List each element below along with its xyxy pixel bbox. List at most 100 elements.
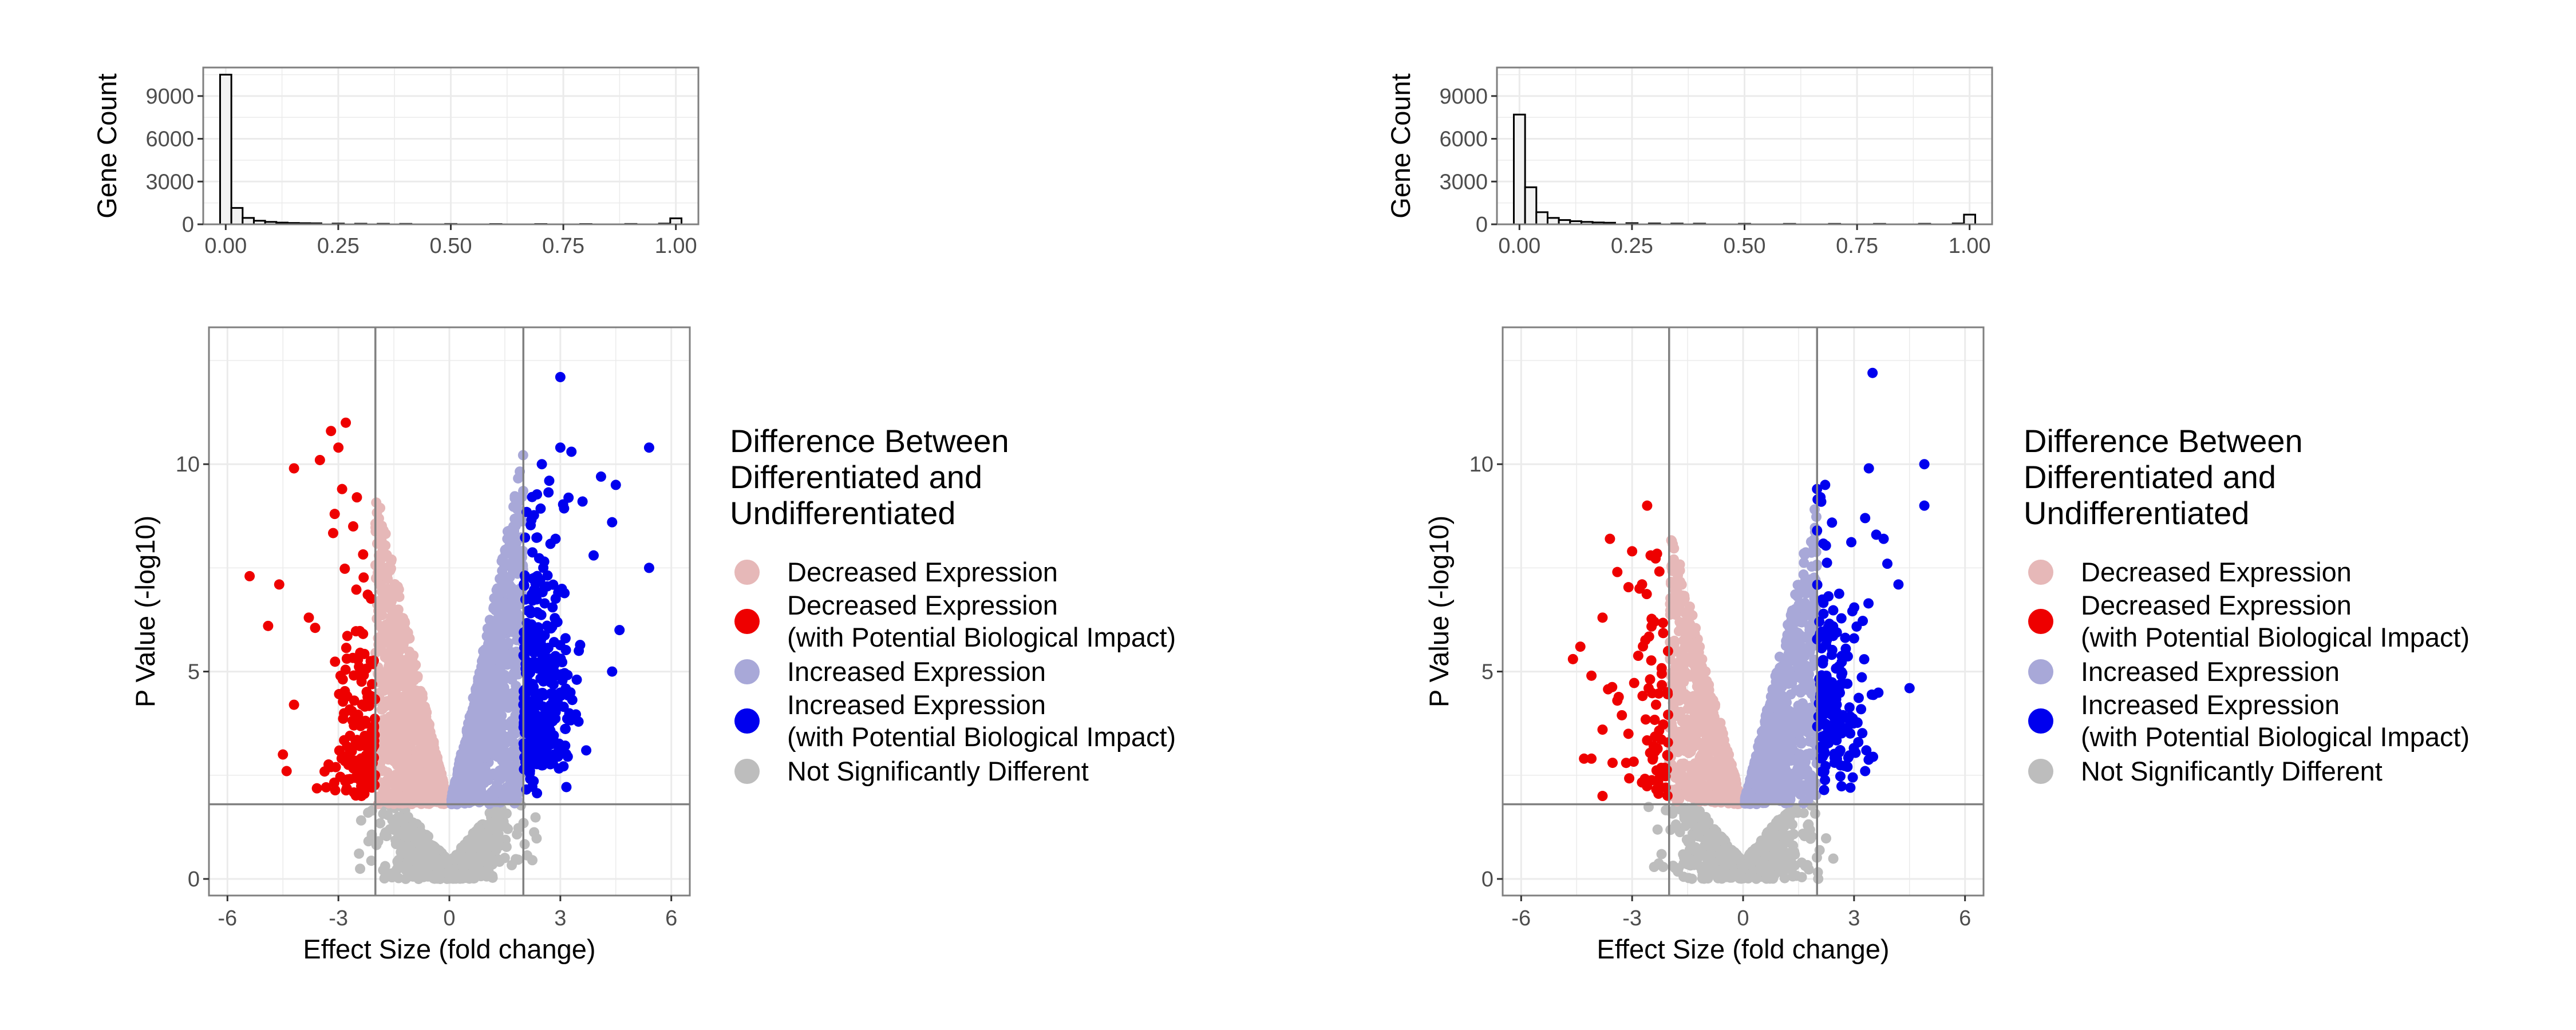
point-increased-impact xyxy=(519,651,530,662)
point-decreased-impact xyxy=(289,699,299,710)
point-increased-impact xyxy=(520,594,531,605)
point-decreased-impact xyxy=(351,584,362,595)
x-tick-label: 0.25 xyxy=(317,234,359,258)
point-increased-impact xyxy=(530,736,541,747)
point-decreased xyxy=(429,759,440,770)
x-tick-label: 6 xyxy=(665,906,677,930)
point-decreased xyxy=(1705,790,1716,801)
point-decreased xyxy=(379,647,390,658)
point-increased xyxy=(461,724,472,735)
point-decreased xyxy=(388,607,398,618)
point-increased xyxy=(510,559,521,570)
point-decreased xyxy=(430,749,441,760)
point-decreased xyxy=(429,767,440,778)
point-not-significant xyxy=(440,854,451,865)
point-increased-impact xyxy=(581,745,592,756)
point-decreased xyxy=(437,781,448,791)
point-not-significant xyxy=(1828,853,1839,864)
point-decreased xyxy=(372,613,382,624)
point-decreased xyxy=(390,686,401,696)
point-decreased-impact xyxy=(321,782,331,793)
point-not-significant xyxy=(529,827,540,838)
point-increased xyxy=(477,727,488,738)
point-decreased xyxy=(1685,746,1696,757)
point-decreased-impact xyxy=(244,571,255,581)
point-increased-impact xyxy=(563,690,574,701)
point-increased-impact xyxy=(527,679,538,690)
point-not-significant xyxy=(1820,833,1831,844)
point-decreased xyxy=(1686,778,1697,789)
point-not-significant xyxy=(385,824,396,835)
point-increased-impact xyxy=(538,760,548,771)
point-decreased xyxy=(402,772,413,783)
point-increased-impact xyxy=(566,446,577,457)
point-increased xyxy=(493,694,504,704)
point-decreased xyxy=(1680,667,1691,678)
point-decreased-impact xyxy=(329,509,340,520)
histogram-bar xyxy=(1512,113,1526,225)
point-decreased xyxy=(1684,601,1695,612)
x-tick-label: 0.00 xyxy=(204,234,247,258)
point-increased xyxy=(493,715,504,726)
point-decreased-impact xyxy=(339,751,350,762)
point-increased xyxy=(511,680,521,691)
point-not-significant xyxy=(380,861,390,871)
point-not-significant xyxy=(1809,808,1820,819)
point-decreased xyxy=(1698,727,1709,738)
point-not-significant xyxy=(401,822,412,833)
point-increased-impact xyxy=(525,667,536,678)
point-not-significant xyxy=(1813,873,1824,884)
point-decreased-impact xyxy=(327,528,338,538)
point-not-significant xyxy=(1669,862,1680,873)
point-decreased xyxy=(373,668,384,679)
point-not-significant xyxy=(1796,871,1807,882)
point-not-significant xyxy=(366,855,377,866)
point-increased-impact xyxy=(550,700,560,711)
point-not-significant xyxy=(1714,867,1725,878)
point-increased-impact xyxy=(520,532,531,543)
point-decreased xyxy=(1695,690,1706,701)
point-increased-impact xyxy=(540,645,551,656)
point-decreased xyxy=(400,791,411,802)
point-increased-impact xyxy=(519,642,530,653)
point-decreased-impact xyxy=(333,442,344,453)
point-decreased-impact xyxy=(341,417,351,428)
point-increased-impact xyxy=(577,496,588,507)
point-decreased-impact xyxy=(351,492,362,503)
point-not-significant xyxy=(1652,824,1663,835)
legend-title-line: Difference Between xyxy=(730,423,1009,459)
point-increased-impact xyxy=(545,759,556,770)
point-decreased-impact xyxy=(350,772,361,783)
y-tick-label: 5 xyxy=(188,660,200,684)
histogram-bar xyxy=(242,217,255,225)
point-decreased xyxy=(1717,771,1728,782)
point-increased xyxy=(484,615,495,625)
point-increased-impact xyxy=(547,653,558,664)
point-increased-impact xyxy=(538,562,549,573)
x-tick-label: 0.75 xyxy=(1836,234,1878,258)
y-tick-label: 10 xyxy=(176,453,200,477)
point-not-significant xyxy=(511,854,521,865)
legend-label: Increased Expression xyxy=(787,656,1046,687)
point-decreased xyxy=(383,561,394,572)
point-decreased xyxy=(379,551,390,562)
point-increased xyxy=(497,565,508,576)
point-increased xyxy=(488,602,499,613)
point-increased-impact xyxy=(607,666,618,677)
point-decreased-impact xyxy=(330,656,341,667)
point-increased-impact xyxy=(542,570,553,581)
point-decreased xyxy=(406,735,417,746)
point-decreased xyxy=(1691,711,1702,722)
point-not-significant xyxy=(459,852,470,863)
point-not-significant xyxy=(416,826,426,837)
point-decreased-impact xyxy=(342,741,353,752)
legend-label: Decreased Expression xyxy=(787,590,1058,620)
point-decreased-impact xyxy=(356,790,367,801)
x-tick-label: 0.75 xyxy=(542,234,584,258)
point-not-significant xyxy=(1724,847,1735,858)
point-decreased-impact xyxy=(358,549,369,560)
point-not-significant xyxy=(379,873,390,884)
point-decreased-impact xyxy=(366,593,377,604)
x-axis-title: Effect Size (fold change) xyxy=(303,934,595,964)
